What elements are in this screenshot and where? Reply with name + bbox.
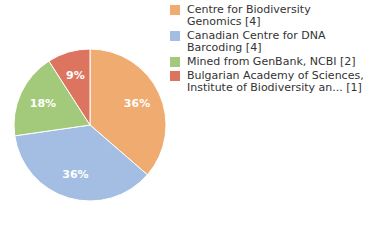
svg-text:36%: 36% — [62, 168, 88, 181]
svg-text:36%: 36% — [124, 97, 150, 110]
svg-text:9%: 9% — [66, 69, 85, 82]
svg-text:18%: 18% — [30, 97, 56, 110]
html-text:Mined from GenBank, NCBI [2]: Mined from GenBank, NCBI [2] — [187, 55, 356, 68]
html-text:Bulgarian Academy of Sciences,: Bulgarian Academy of Sciences, Institute… — [187, 69, 364, 94]
html-text:Canadian Centre for DNA Barcod: Canadian Centre for DNA Barcoding [4] — [187, 29, 326, 54]
html-text:Centre for Biodiversity Genomi: Centre for Biodiversity Genomics [4] — [187, 3, 311, 28]
